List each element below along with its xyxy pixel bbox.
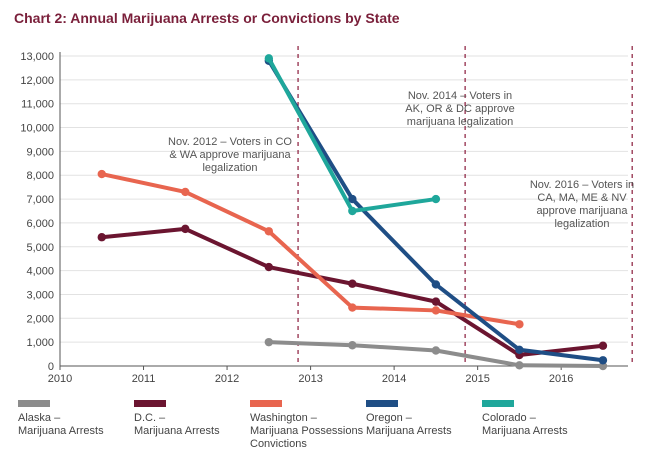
series-line <box>266 56 438 213</box>
data-point <box>348 303 357 312</box>
y-tick-label: 9,000 <box>26 146 54 158</box>
data-point <box>431 280 441 289</box>
x-tick-label: 2016 <box>549 373 573 385</box>
y-tick-label: 6,000 <box>26 218 54 230</box>
data-point <box>97 233 106 242</box>
legend-label: Convictions <box>250 438 307 450</box>
chart-legend: Alaska – Marijuana Arrests D.C. – Marijuana… <box>0 400 660 470</box>
annotation-text: & WA approve marijuana <box>169 149 291 161</box>
annotation-text: AK, OR & DC approve <box>405 103 514 115</box>
y-tick-label: 13,000 <box>20 51 54 63</box>
legend-label: Marijuana Possessions <box>250 425 364 437</box>
x-tick-label: 2012 <box>215 373 239 385</box>
data-point <box>515 361 524 370</box>
data-point <box>598 356 608 365</box>
data-point <box>348 206 357 216</box>
legend-item: D.C. – Marijuana Arrests <box>134 400 220 438</box>
legend-label: Alaska – <box>18 412 61 424</box>
legend-label: Washington – <box>250 412 317 424</box>
data-point <box>264 54 274 63</box>
annotation-text: approve marijuana <box>536 205 628 217</box>
x-tick-label: 2014 <box>382 373 406 385</box>
legend-label: Oregon – <box>366 412 412 424</box>
annotation-text: CA, MA, ME & NV <box>537 192 627 204</box>
data-point <box>431 346 441 355</box>
legend-swatch <box>18 400 50 407</box>
line-chart: 0 1,000 2,000 3,000 4,000 5,000 6,000 7,000 8,00… <box>20 46 634 385</box>
legend-label: Marijuana Arrests <box>366 425 452 437</box>
legend-label: D.C. – <box>134 412 166 424</box>
data-point <box>264 337 274 347</box>
data-point <box>264 262 274 272</box>
y-tick-label: 3,000 <box>26 289 54 301</box>
series-line <box>99 172 522 327</box>
legend-swatch <box>250 400 282 407</box>
data-point <box>348 341 357 350</box>
annotation-text: Nov. 2012 – Voters in CO <box>168 136 292 148</box>
legend-swatch <box>482 400 514 407</box>
legend-label: Marijuana Arrests <box>134 425 220 437</box>
legend-item: Colorado – Marijuana Arrests <box>482 400 568 438</box>
legend-label: Marijuana Arrests <box>482 425 568 437</box>
legend-item: Washington – Marijuana Possessions Convict… <box>250 400 363 451</box>
y-tick-label: 0 <box>48 361 54 373</box>
x-tick-label: 2015 <box>465 373 489 385</box>
legend-item: Alaska – Marijuana Arrests <box>18 400 104 438</box>
data-point <box>431 306 441 315</box>
x-tick-label: 2010 <box>48 373 72 385</box>
data-point <box>348 194 357 204</box>
x-tick-label: 2011 <box>132 373 156 385</box>
data-point <box>515 320 524 329</box>
y-tick-label: 5,000 <box>26 242 54 254</box>
data-point <box>515 345 524 354</box>
data-point <box>264 227 274 236</box>
data-point <box>598 341 608 350</box>
annotation-text: marijuana legalization <box>407 116 513 128</box>
legend-swatch <box>134 400 166 407</box>
legend-label: Marijuana Arrests <box>18 425 104 437</box>
series-line <box>99 226 605 358</box>
data-point <box>97 169 106 179</box>
y-tick-label: 10,000 <box>20 123 54 135</box>
y-tick-label: 11,000 <box>21 99 54 111</box>
data-point <box>431 297 441 306</box>
annotation-text: legalization <box>202 162 257 174</box>
legend-item: Oregon – Marijuana Arrests <box>366 400 452 438</box>
y-tick-label: 8,000 <box>26 170 54 182</box>
y-tick-label: 2,000 <box>26 313 54 325</box>
y-tick-label: 1,000 <box>26 337 54 349</box>
data-point <box>348 279 357 288</box>
data-point <box>181 187 190 197</box>
annotation-text: legalization <box>554 218 609 230</box>
chart-title: Chart 2: Annual Marijuana Arrests or Con… <box>14 10 400 26</box>
y-tick-label: 7,000 <box>26 194 54 206</box>
y-tick-label: 12,000 <box>20 75 54 87</box>
data-point <box>181 224 190 234</box>
x-tick-label: 2013 <box>298 373 322 385</box>
annotation-text: Nov. 2014 – Voters in <box>408 90 512 102</box>
legend-swatch <box>366 400 398 407</box>
annotation-text: Nov. 2016 – Voters in <box>530 179 634 191</box>
data-point <box>431 194 441 204</box>
y-tick-label: 4,000 <box>26 266 54 278</box>
legend-label: Colorado – <box>482 412 536 424</box>
